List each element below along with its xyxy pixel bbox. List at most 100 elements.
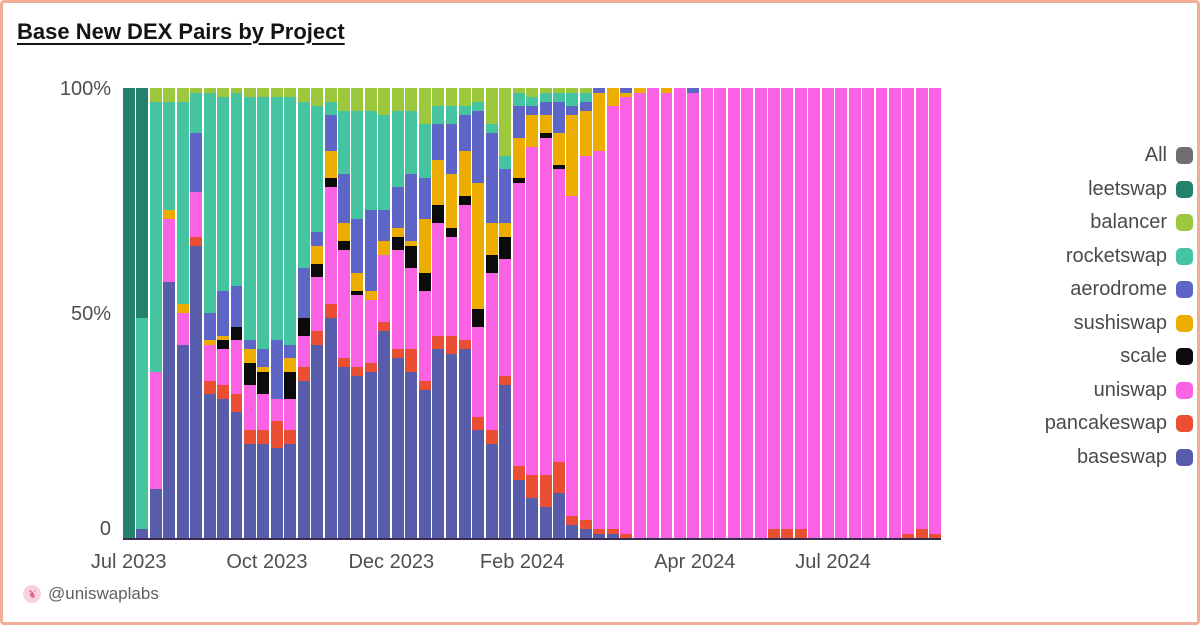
segment-rocketswap <box>378 115 391 210</box>
bar-week-15[interactable] <box>311 88 324 538</box>
bar-week-48[interactable] <box>754 88 767 538</box>
legend-item-all[interactable]: All <box>988 139 1193 173</box>
bar-week-32[interactable] <box>539 88 552 538</box>
bar-week-41[interactable] <box>660 88 673 538</box>
segment-balancer <box>230 88 243 93</box>
bar-week-13[interactable] <box>284 88 297 538</box>
bar-week-55[interactable] <box>848 88 861 538</box>
bar-week-1[interactable] <box>123 88 135 538</box>
bar-week-2[interactable] <box>136 88 149 538</box>
segment-balancer <box>472 88 485 102</box>
segment-baseswap <box>149 488 162 538</box>
bar-week-59[interactable] <box>902 88 915 538</box>
bar-week-56[interactable] <box>862 88 874 538</box>
legend-item-baseswap[interactable]: baseswap <box>988 441 1193 475</box>
bar-week-29[interactable] <box>499 88 512 538</box>
bar-week-54[interactable] <box>835 88 848 538</box>
bar-week-43[interactable] <box>687 88 700 538</box>
bar-week-17[interactable] <box>338 88 350 538</box>
bar-week-49[interactable] <box>768 88 780 538</box>
bar-week-3[interactable] <box>149 88 162 538</box>
bar-week-27[interactable] <box>472 88 485 538</box>
legend-item-uniswap[interactable]: uniswap <box>988 374 1193 408</box>
bar-week-28[interactable] <box>485 88 498 538</box>
bar-week-42[interactable] <box>673 88 686 538</box>
bar-week-9[interactable] <box>230 88 243 538</box>
bar-week-36[interactable] <box>593 88 606 538</box>
bar-week-50[interactable] <box>781 88 794 538</box>
segment-pancakeswap <box>526 475 539 498</box>
bar-week-18[interactable] <box>351 88 364 538</box>
bar-week-10[interactable] <box>243 88 256 538</box>
bar-week-37[interactable] <box>606 88 619 538</box>
author-attribution[interactable]: @uniswaplabs <box>23 584 159 604</box>
segment-baseswap <box>351 376 364 538</box>
bar-week-25[interactable] <box>445 88 458 538</box>
legend-item-leetswap[interactable]: leetswap <box>988 173 1193 207</box>
segment-balancer <box>499 88 512 156</box>
segment-baseswap <box>284 443 297 538</box>
legend-item-aerodrome[interactable]: aerodrome <box>988 273 1193 307</box>
segment-sushiswap <box>378 241 391 255</box>
segment-rocketswap <box>311 106 324 232</box>
bar-week-14[interactable] <box>297 88 310 538</box>
bar-week-52[interactable] <box>808 88 821 538</box>
bar-week-34[interactable] <box>566 88 579 538</box>
bar-week-44[interactable] <box>700 88 713 538</box>
bar-week-19[interactable] <box>364 88 377 538</box>
bar-week-26[interactable] <box>458 88 471 538</box>
bar-week-35[interactable] <box>579 88 592 538</box>
legend-item-scale[interactable]: scale <box>988 340 1193 374</box>
bar-week-31[interactable] <box>526 88 539 538</box>
bar-week-5[interactable] <box>176 88 189 538</box>
bar-week-8[interactable] <box>217 88 229 538</box>
bar-week-21[interactable] <box>391 88 404 538</box>
segment-uniswap <box>458 205 471 340</box>
bar-week-12[interactable] <box>270 88 283 538</box>
bar-week-58[interactable] <box>888 88 901 538</box>
bar-week-11[interactable] <box>257 88 270 538</box>
bar-week-57[interactable] <box>875 88 888 538</box>
segment-balancer <box>512 88 525 93</box>
legend-item-pancakeswap[interactable]: pancakeswap <box>988 407 1193 441</box>
legend-item-sushiswap[interactable]: sushiswap <box>988 307 1193 341</box>
bar-week-20[interactable] <box>378 88 391 538</box>
bar-week-40[interactable] <box>647 88 659 538</box>
segment-baseswap <box>579 529 592 538</box>
legend-swatch-pancakeswap <box>1176 415 1193 433</box>
legend-label: baseswap <box>1076 445 1167 468</box>
segment-rocketswap <box>445 106 458 124</box>
segment-sushiswap <box>606 88 619 106</box>
bar-week-22[interactable] <box>405 88 418 538</box>
bar-week-45[interactable] <box>714 88 727 538</box>
chart-title[interactable]: Base New DEX Pairs by Project <box>17 19 345 44</box>
bar-week-51[interactable] <box>794 88 807 538</box>
bar-week-33[interactable] <box>553 88 565 538</box>
segment-baseswap <box>136 529 149 538</box>
bar-week-30[interactable] <box>512 88 525 538</box>
bar-week-53[interactable] <box>821 88 834 538</box>
bar-week-47[interactable] <box>741 88 754 538</box>
legend-item-rocketswap[interactable]: rocketswap <box>988 240 1193 274</box>
segment-pancakeswap <box>284 430 297 444</box>
bar-week-46[interactable] <box>727 88 740 538</box>
bar-week-61[interactable] <box>929 88 942 538</box>
segment-baseswap <box>338 367 350 538</box>
legend-item-balancer[interactable]: balancer <box>988 206 1193 240</box>
segment-balancer <box>553 88 565 93</box>
bar-week-6[interactable] <box>190 88 203 538</box>
bar-week-23[interactable] <box>418 88 431 538</box>
bar-week-39[interactable] <box>633 88 646 538</box>
bar-week-60[interactable] <box>915 88 928 538</box>
segment-pancakeswap <box>472 416 485 430</box>
segment-baseswap <box>485 443 498 538</box>
segment-rocketswap <box>432 106 444 124</box>
bar-week-24[interactable] <box>432 88 444 538</box>
bar-week-4[interactable] <box>163 88 176 538</box>
legend-label: pancakeswap <box>1044 412 1167 435</box>
bar-week-16[interactable] <box>324 88 337 538</box>
bar-week-38[interactable] <box>620 88 633 538</box>
bar-week-7[interactable] <box>203 88 216 538</box>
legend-swatch-all <box>1176 147 1193 165</box>
segment-pancakeswap <box>539 475 552 507</box>
